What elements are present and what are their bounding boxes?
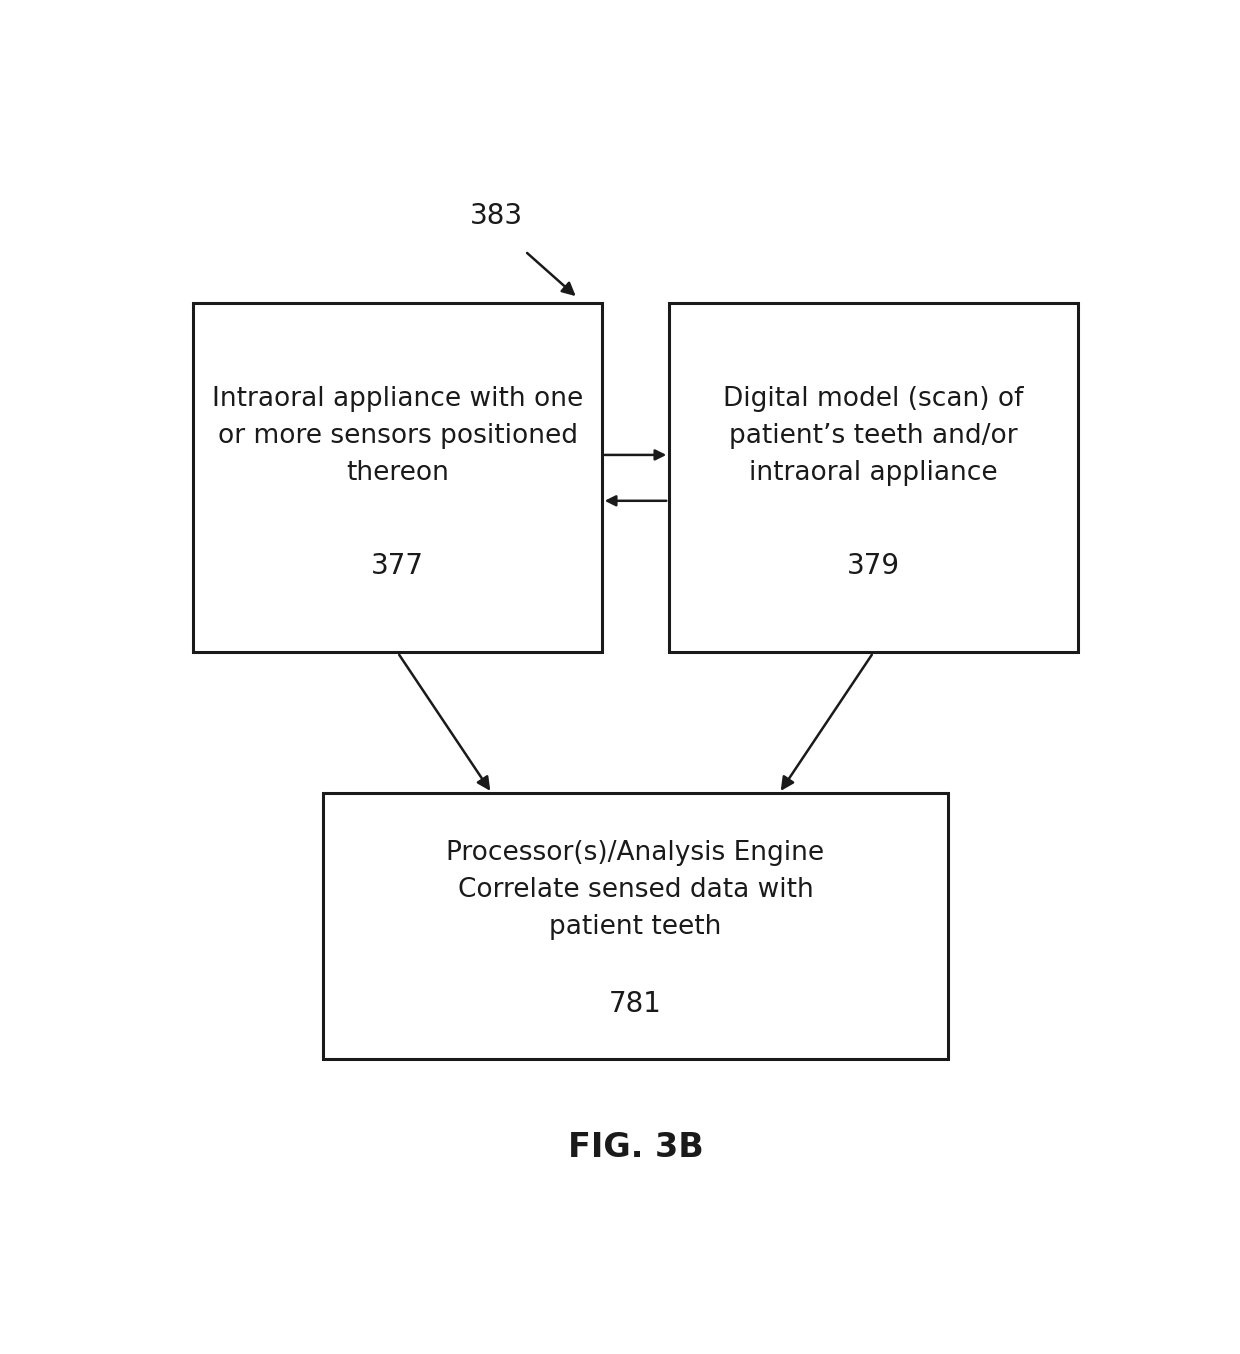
Text: Processor(s)/Analysis Engine
Correlate sensed data with
patient teeth: Processor(s)/Analysis Engine Correlate s… [446, 839, 825, 940]
FancyBboxPatch shape [324, 793, 947, 1059]
Text: 379: 379 [847, 552, 900, 581]
Text: FIG. 3B: FIG. 3B [568, 1131, 703, 1164]
FancyBboxPatch shape [193, 303, 601, 653]
Text: Intraoral appliance with one
or more sensors positioned
thereon: Intraoral appliance with one or more sen… [212, 386, 583, 486]
Text: 383: 383 [470, 202, 523, 230]
FancyBboxPatch shape [670, 303, 1078, 653]
Text: 377: 377 [371, 552, 424, 581]
Text: 781: 781 [609, 990, 662, 1018]
Text: Digital model (scan) of
patient’s teeth and/or
intraoral appliance: Digital model (scan) of patient’s teeth … [723, 386, 1023, 486]
